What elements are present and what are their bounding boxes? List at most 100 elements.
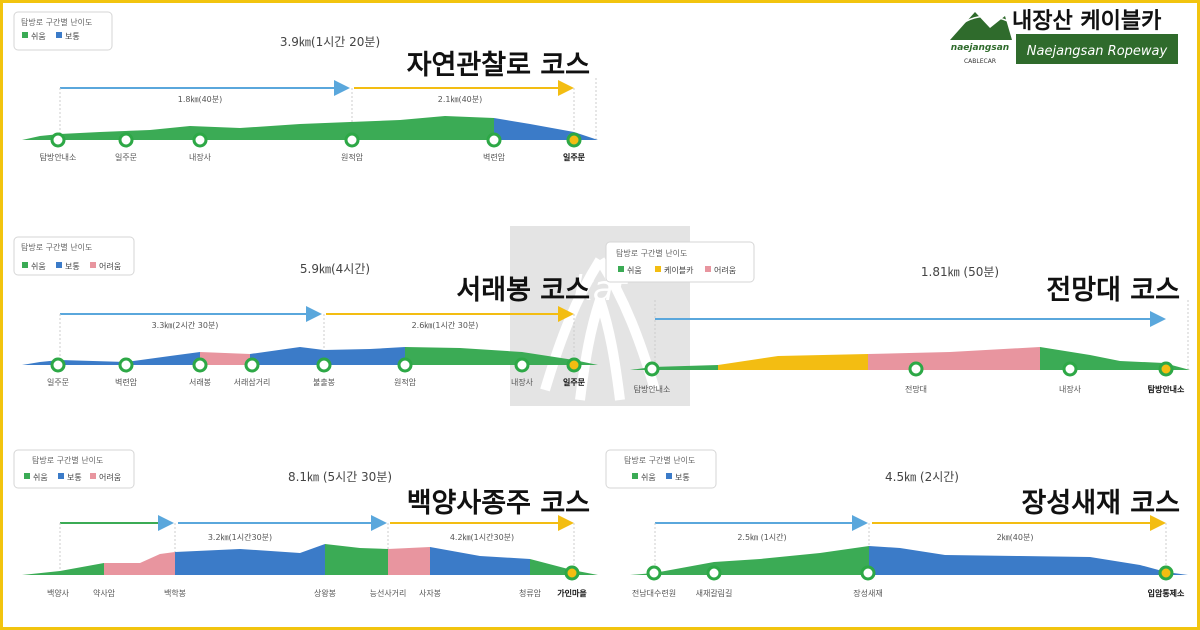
stop-label: 불출봉 <box>313 377 335 387</box>
course-jayeon: 탐방로 구간별 난이도 쉬움 보통 3.9㎞(1시간 20분) 자연관찰로 코스… <box>13 11 598 162</box>
profile-easy <box>630 546 869 575</box>
legend-label: 쉬움 <box>31 32 46 41</box>
legend-title: 탐방로 구간별 난이도 <box>624 455 695 465</box>
profile-normal <box>22 352 200 365</box>
course-total: 4.5㎞ (2시간) <box>885 470 959 484</box>
course-title: 백양사종주 코스 <box>407 488 590 519</box>
mountain-icon <box>950 12 1012 40</box>
course-baekyang: 탐방로 구간별 난이도 쉬움 보통 어려움 8.1㎞ (5시간 30분) 백양사… <box>13 449 598 598</box>
segment-label: 3.3㎞(2시간 30분) <box>152 320 219 330</box>
stop-marker <box>564 565 580 581</box>
stop-label: 장성새재 <box>853 588 882 598</box>
stop-marker <box>644 361 660 377</box>
profile-normal <box>869 546 1188 575</box>
stop-marker <box>860 565 876 581</box>
legend-label: 케이블카 <box>664 265 694 275</box>
stop-label: 탐방안내소 <box>40 152 77 162</box>
profile-easy <box>405 347 522 365</box>
legend-label: 쉬움 <box>31 262 46 271</box>
course-total: 8.1㎞ (5시간 30분) <box>288 470 392 484</box>
stop-label: 가인마을 <box>557 588 587 598</box>
stop-marker <box>566 357 582 373</box>
legend-label: 쉬움 <box>33 473 48 482</box>
legend-swatch-easy <box>22 32 28 38</box>
legend-box: 탐방로 구간별 난이도 쉬움 케이블카 어려움 <box>605 241 755 283</box>
trail-map-canvas: kat 탐방로 구간별 난이도 쉬움 보통 3.9㎞(1시간 20분) 자연관찰… <box>13 9 1190 598</box>
legend-box: 탐방로 구간별 난이도 쉬움 보통 <box>13 11 113 51</box>
stop-label: 내장사 <box>189 152 212 162</box>
legend-title: 탐방로 구간별 난이도 <box>616 248 687 258</box>
stop-marker <box>192 357 208 373</box>
course-jangseong: 탐방로 구간별 난이도 쉬움 보통 4.5㎞ (2시간) 장성새재 코스 2.5… <box>605 449 1188 598</box>
profile-hard <box>200 352 250 365</box>
segment-label: 2.6㎞(1시간 30분) <box>412 320 479 330</box>
stop-label: 내장사 <box>1059 384 1082 394</box>
stop-marker <box>486 132 502 148</box>
course-total: 5.9㎞(4시간) <box>300 262 370 276</box>
legend-box: 탐방로 구간별 난이도 쉬움 보통 어려움 <box>13 449 135 489</box>
stop-label: 벽련암 <box>115 377 138 387</box>
course-seorae: 탐방로 구간별 난이도 쉬움 보통 어려움 5.9㎞(4시간) 서래봉 코스 3… <box>13 236 598 387</box>
legend-label: 보통 <box>67 473 82 482</box>
stop-label: 일주문 <box>563 152 586 162</box>
stop-label: 벽련암 <box>483 152 506 162</box>
profile-cablecar <box>718 354 868 370</box>
stop-label: 서래봉 <box>189 378 211 387</box>
profile-hard <box>104 552 175 575</box>
stop-marker <box>397 357 413 373</box>
stop-marker <box>192 132 208 148</box>
legend-box: 탐방로 구간별 난이도 쉬움 보통 어려움 <box>13 236 135 276</box>
stop-label: 백양사 <box>47 588 70 598</box>
logo-text: naejangsan <box>951 43 1009 53</box>
legend-swatch-normal <box>56 32 62 38</box>
stop-marker <box>514 357 530 373</box>
stop-marker <box>118 357 134 373</box>
stop-label: 입암통제소 <box>1148 588 1185 598</box>
brand-badge <box>1016 34 1178 64</box>
course-title: 장성새재 코스 <box>1022 488 1180 519</box>
segment-label: 2.1㎞(40분) <box>438 95 483 104</box>
stop-label: 일주문 <box>563 377 586 387</box>
profile-easy <box>1040 347 1190 370</box>
legend-label: 보통 <box>65 262 80 271</box>
stop-marker <box>1062 361 1078 377</box>
segment-label: 2㎞(40분) <box>997 533 1034 542</box>
stop-label: 사자봉 <box>419 589 441 598</box>
legend-label: 보통 <box>675 473 690 482</box>
stop-marker <box>566 132 582 148</box>
stop-marker <box>50 357 66 373</box>
course-jeonmang: 탐방로 구간별 난이도 쉬움 케이블카 어려움 1.81㎞ (50분) 전망대 … <box>605 241 1190 394</box>
profile-normal <box>494 118 598 140</box>
legend-label: 어려움 <box>714 265 736 275</box>
profile-normal <box>250 347 405 365</box>
profile-easy <box>22 563 104 575</box>
stop-marker <box>908 361 924 377</box>
legend-title: 탐방로 구간별 난이도 <box>21 242 92 252</box>
profile-normal <box>175 544 325 575</box>
stop-label: 전망대 <box>905 384 927 394</box>
stop-label: 탐방안내소 <box>1148 384 1185 394</box>
profile-easy <box>22 116 494 140</box>
stop-marker <box>1158 565 1174 581</box>
legend-title: 탐방로 구간별 난이도 <box>32 455 103 465</box>
stop-label: 탐방안내소 <box>634 384 671 394</box>
course-title: 서래봉 코스 <box>456 275 590 306</box>
profile-easy <box>325 544 388 575</box>
stop-marker <box>706 565 722 581</box>
course-total: 1.81㎞ (50분) <box>921 265 999 279</box>
stop-marker <box>316 357 332 373</box>
course-title: 전망대 코스 <box>1046 275 1180 306</box>
legend-label: 보통 <box>65 32 80 41</box>
legend-box: 탐방로 구간별 난이도 쉬움 보통 <box>605 449 717 489</box>
legend-label: 쉬움 <box>627 266 642 275</box>
segment-label: 3.2㎞(1시간30분) <box>208 532 272 542</box>
profile-easy <box>530 559 598 575</box>
stop-label: 내장사 <box>511 377 534 387</box>
stop-label: 서래삼거리 <box>234 377 271 387</box>
stop-label: 일주문 <box>115 153 137 162</box>
profile-normal <box>430 547 530 575</box>
stop-marker <box>646 565 662 581</box>
profile-hard <box>868 347 1040 370</box>
course-total: 3.9㎞(1시간 20분) <box>280 35 380 49</box>
